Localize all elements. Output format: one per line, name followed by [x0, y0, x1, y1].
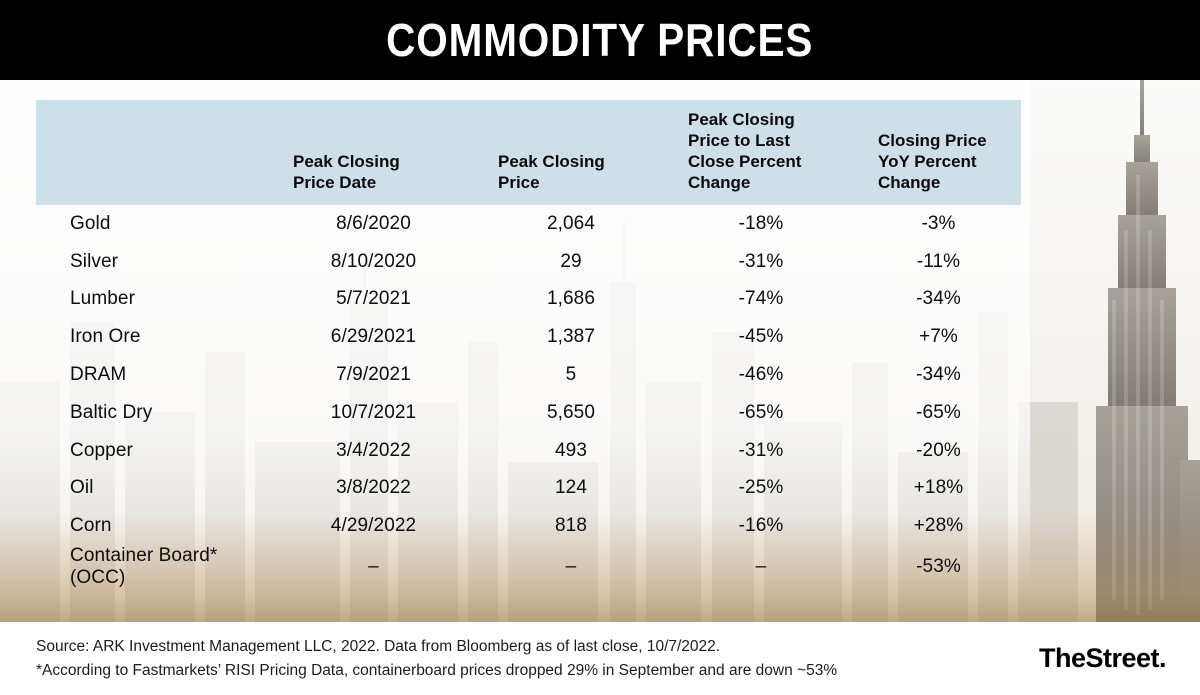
peak-price: 124: [554, 477, 587, 499]
table-row-gold: Gold 8/6/2020 2,064 -18% -3%: [36, 205, 1021, 243]
header-peak-price: Peak Closing Price: [498, 152, 605, 192]
commodity-name: Iron Ore: [70, 326, 141, 348]
header-peak-to-last-change: Peak Closing Price to Last Close Percent…: [688, 110, 802, 192]
source-note: Source: ARK Investment Management LLC, 2…: [36, 635, 837, 683]
peak-to-last-change: –: [755, 556, 767, 578]
peak-price: 5,650: [546, 401, 596, 423]
commodity-name: Silver: [70, 250, 119, 272]
yoy-change: +18%: [913, 477, 964, 499]
commodity-name: Container Board* (OCC): [70, 545, 218, 589]
yoy-change: -53%: [916, 556, 961, 578]
table-row-corn: Corn 4/29/2022 818 -16% +28%: [36, 507, 1021, 545]
commodity-name: Copper: [70, 439, 133, 461]
commodity-name: Lumber: [70, 288, 136, 310]
peak-date: 3/4/2022: [336, 439, 411, 461]
commodity-name: DRAM: [70, 364, 127, 386]
header-peak-date: Peak Closing Price Date: [293, 152, 400, 192]
peak-price: 2,064: [546, 212, 596, 234]
yoy-change: -34%: [916, 364, 961, 386]
peak-to-last-change: -65%: [738, 401, 784, 423]
table-row-lumber: Lumber 5/7/2021 1,686 -74% -34%: [36, 281, 1021, 319]
peak-to-last-change: -16%: [738, 515, 784, 537]
table-row-container-board: Container Board* (OCC) – – – -53%: [36, 545, 1021, 588]
peak-date: 7/9/2021: [336, 364, 411, 386]
peak-date: 5/7/2021: [336, 288, 411, 310]
table-row-copper: Copper 3/4/2022 493 -31% -20%: [36, 432, 1021, 470]
commodity-table: Peak Closing Price Date Peak Closing Pri…: [36, 100, 1021, 588]
table-header-row: Peak Closing Price Date Peak Closing Pri…: [36, 100, 1021, 205]
page-title: COMMODITY PRICES: [386, 14, 814, 66]
peak-date: 8/6/2020: [336, 212, 411, 234]
yoy-change: +7%: [919, 326, 958, 348]
yoy-change: -65%: [916, 401, 961, 423]
yoy-change: -34%: [916, 288, 961, 310]
peak-to-last-change: -31%: [738, 250, 784, 272]
yoy-change: -3%: [921, 212, 956, 234]
peak-price: 818: [554, 515, 587, 537]
peak-price: –: [565, 556, 577, 578]
peak-to-last-change: -25%: [738, 477, 784, 499]
peak-date: 8/10/2020: [330, 250, 417, 272]
commodity-name: Oil: [70, 477, 94, 499]
footnote-line: *According to Fastmarkets’ RISI Pricing …: [36, 661, 838, 679]
peak-date: 3/8/2022: [336, 477, 411, 499]
peak-date: –: [368, 556, 379, 578]
peak-date: 6/29/2021: [330, 326, 417, 348]
peak-date: 4/29/2022: [330, 515, 417, 537]
commodity-name: Gold: [70, 212, 111, 234]
peak-to-last-change: -46%: [738, 364, 784, 386]
source-line: Source: ARK Investment Management LLC, 2…: [36, 637, 721, 655]
table-row-silver: Silver 8/10/2020 29 -31% -11%: [36, 243, 1021, 281]
thestreet-logo: TheStreet.: [1038, 643, 1167, 673]
peak-price: 1,686: [546, 288, 596, 310]
peak-to-last-change: -18%: [738, 212, 784, 234]
commodity-name: Baltic Dry: [70, 401, 153, 423]
table-row-dram: DRAM 7/9/2021 5 -46% -34%: [36, 356, 1021, 394]
peak-to-last-change: -45%: [738, 326, 784, 348]
header-yoy-change: Closing Price YoY Percent Change: [878, 131, 987, 192]
peak-price: 29: [560, 250, 582, 272]
yoy-change: -20%: [916, 439, 961, 461]
sepia-fade-overlay: [0, 512, 1200, 622]
table-row-baltic-dry: Baltic Dry 10/7/2021 5,650 -65% -65%: [36, 394, 1021, 432]
table-row-oil: Oil 3/8/2022 124 -25% +18%: [36, 470, 1021, 508]
footer: Source: ARK Investment Management LLC, 2…: [0, 622, 1200, 695]
yoy-change: +28%: [913, 515, 964, 537]
peak-to-last-change: -74%: [738, 288, 784, 310]
peak-price: 5: [565, 364, 577, 386]
peak-price: 493: [554, 439, 587, 461]
peak-date: 10/7/2021: [330, 401, 417, 423]
title-bar: COMMODITY PRICES: [0, 0, 1200, 80]
yoy-change: -11%: [916, 250, 961, 272]
peak-price: 1,387: [546, 326, 596, 348]
commodity-name: Corn: [70, 515, 112, 537]
peak-to-last-change: -31%: [738, 439, 784, 461]
header-commodity: [36, 193, 271, 205]
table-row-iron-ore: Iron Ore 6/29/2021 1,387 -45% +7%: [36, 318, 1021, 356]
